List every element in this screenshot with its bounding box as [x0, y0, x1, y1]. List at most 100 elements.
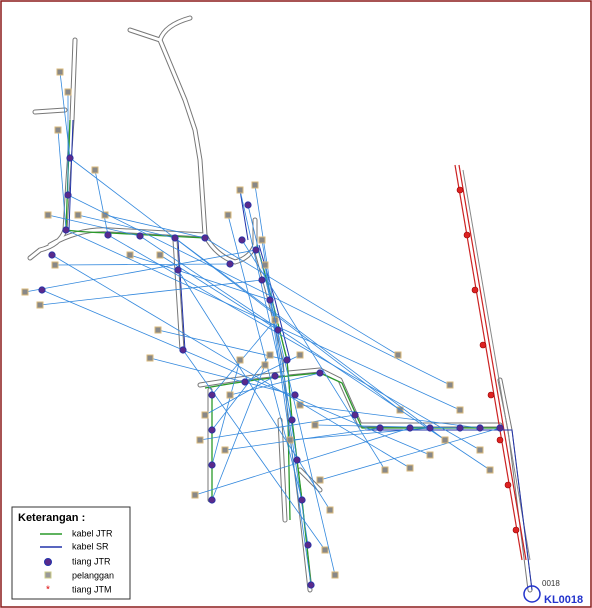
jtr-pole: [65, 192, 71, 198]
customer: [155, 327, 161, 333]
jtm-pole: [513, 527, 519, 533]
jtr-pole: [477, 425, 483, 431]
jtr-pole: [407, 425, 413, 431]
jtr-pole: [137, 233, 143, 239]
customer: [55, 127, 61, 133]
jtr-pole: [202, 235, 208, 241]
customer: [297, 352, 303, 358]
jtr-pole: [209, 427, 215, 433]
customer: [45, 212, 51, 218]
customer: [477, 447, 483, 453]
jtr-pole: [377, 425, 383, 431]
jtr-pole: [39, 287, 45, 293]
customer: [157, 252, 163, 258]
legend-title: Keterangan :: [18, 512, 85, 524]
jtm-pole: [464, 232, 470, 238]
jtr-pole: [267, 297, 273, 303]
legend-label: tiang JTR: [72, 556, 111, 566]
legend-symbol: [45, 559, 52, 566]
legend-symbol: *: [46, 585, 50, 596]
customer: [442, 437, 448, 443]
jtr-pole: [272, 373, 278, 379]
customer: [75, 212, 81, 218]
legend-label: kabel SR: [72, 541, 109, 551]
substation-code: 0018: [542, 579, 560, 588]
jtr-pole: [63, 227, 69, 233]
jtm-pole: [472, 287, 478, 293]
jtm-pole: [488, 392, 494, 398]
customer: [327, 507, 333, 513]
jtr-pole: [209, 392, 215, 398]
jtr-pole: [242, 379, 248, 385]
customer: [102, 212, 108, 218]
jtr-pole: [175, 267, 181, 273]
jtr-pole: [239, 237, 245, 243]
jtm-pole: [497, 437, 503, 443]
network-map: Keterangan : kabel JTR kabel SR tiang JT…: [0, 0, 592, 608]
jtm-pole: [480, 342, 486, 348]
legend-label: tiang JTM: [72, 584, 112, 594]
customer: [382, 467, 388, 473]
jtm-pole: [457, 187, 463, 193]
customer: [237, 357, 243, 363]
customer: [447, 382, 453, 388]
jtr-pole: [67, 155, 73, 161]
customer: [237, 187, 243, 193]
jtr-pole: [253, 247, 259, 253]
substation-label: KL0018: [544, 594, 583, 606]
legend: Keterangan : kabel JTR kabel SR tiang JT…: [12, 507, 130, 599]
customer: [37, 302, 43, 308]
jtr-pole: [259, 277, 265, 283]
jtr-pole: [308, 582, 314, 588]
jtr-pole: [292, 392, 298, 398]
legend-label: kabel JTR: [72, 528, 113, 538]
jtr-pole: [227, 261, 233, 267]
customer: [427, 452, 433, 458]
customer: [22, 289, 28, 295]
customer: [225, 212, 231, 218]
customer: [92, 167, 98, 173]
customer: [192, 492, 198, 498]
customer: [312, 422, 318, 428]
customer: [65, 89, 71, 95]
jtr-pole: [284, 357, 290, 363]
customer: [487, 467, 493, 473]
customer: [227, 392, 233, 398]
customer: [457, 407, 463, 413]
jtr-pole: [299, 497, 305, 503]
jtr-pole: [427, 425, 433, 431]
customer: [222, 447, 228, 453]
customer: [57, 69, 63, 75]
customer: [287, 437, 293, 443]
customer: [127, 252, 133, 258]
jtr-pole: [317, 370, 323, 376]
jtr-pole: [49, 252, 55, 258]
jtr-pole: [209, 497, 215, 503]
customer: [259, 237, 265, 243]
jtr-pole: [289, 417, 295, 423]
customer: [332, 572, 338, 578]
jtm-pole: [505, 482, 511, 488]
customer: [197, 437, 203, 443]
customer: [252, 182, 258, 188]
jtr-pole: [457, 425, 463, 431]
customer: [267, 352, 273, 358]
jtr-pole: [275, 327, 281, 333]
jtr-pole: [209, 462, 215, 468]
customer: [407, 465, 413, 471]
customer: [147, 355, 153, 361]
customer: [52, 262, 58, 268]
customer: [202, 412, 208, 418]
jtr-pole: [352, 412, 358, 418]
jtr-pole: [245, 202, 251, 208]
customer: [322, 547, 328, 553]
jtr-pole: [105, 232, 111, 238]
customer: [395, 352, 401, 358]
jtr-pole: [305, 542, 311, 548]
jtr-pole: [497, 425, 503, 431]
jtr-pole: [172, 235, 178, 241]
legend-label: pelanggan: [72, 570, 114, 580]
legend-symbol: [45, 572, 51, 578]
customer: [262, 362, 268, 368]
jtr-pole: [294, 457, 300, 463]
